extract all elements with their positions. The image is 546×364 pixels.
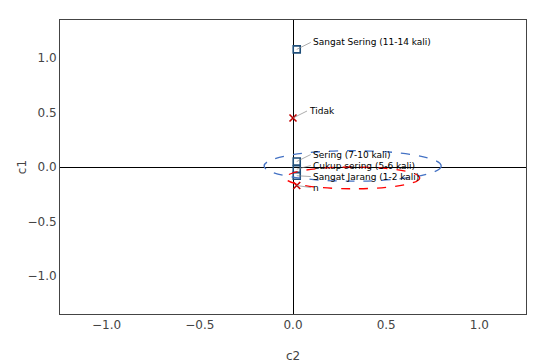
svg-text:1.0: 1.0 [38,51,57,65]
svg-text:0.5: 0.5 [38,106,57,120]
svg-text:1.0: 1.0 [470,318,489,332]
svg-text:0.0: 0.0 [283,318,302,332]
svg-text:−0.5: −0.5 [27,215,56,229]
svg-text:−1.0: −1.0 [92,318,121,332]
svg-text:0.5: 0.5 [377,318,396,332]
svg-text:Tidak: Tidak [309,106,335,116]
svg-text:−0.5: −0.5 [185,318,214,332]
svg-text:0.0: 0.0 [38,160,57,174]
svg-text:Sering (7-10 kali): Sering (7-10 kali) [313,150,391,160]
svg-text:Sangat Jarang (1-2 kali): Sangat Jarang (1-2 kali) [313,172,419,182]
svg-text:Sangat Sering (11-14 kali): Sangat Sering (11-14 kali) [313,37,431,47]
svg-text:n: n [313,183,319,193]
svg-text:c1: c1 [15,160,29,174]
svg-text:c2: c2 [286,349,300,363]
svg-text:−1.0: −1.0 [27,269,56,283]
svg-text:Cukup sering (5-6 kali): Cukup sering (5-6 kali) [313,161,415,171]
